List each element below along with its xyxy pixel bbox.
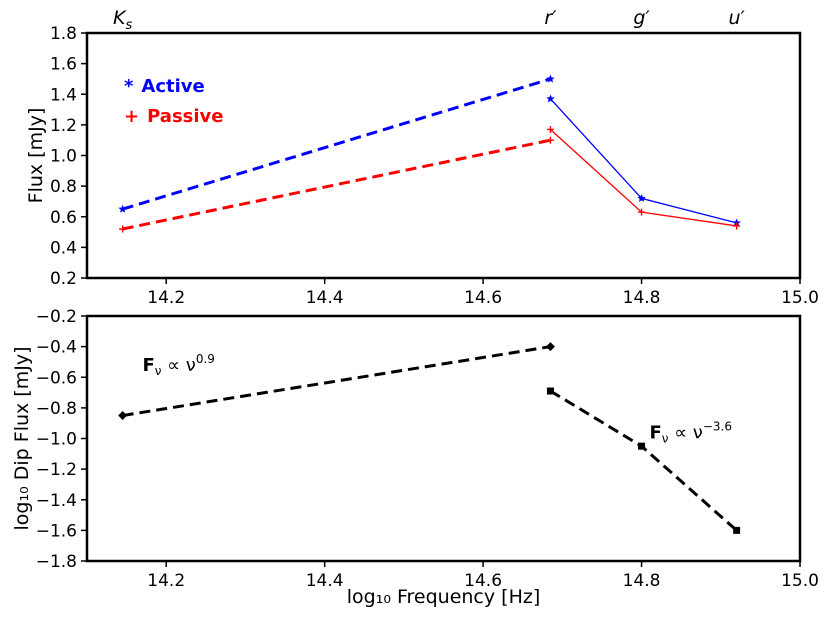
data-point	[638, 208, 646, 216]
data-point	[638, 442, 646, 450]
annotation-subscript: ν	[155, 364, 162, 378]
y-tick-label: 0.4	[50, 238, 77, 258]
y-tick-label: 0.6	[50, 208, 77, 228]
x-tick-label: 15.0	[781, 571, 819, 591]
series-passive	[119, 125, 741, 233]
annotation-flux-symbol: F	[649, 423, 661, 444]
plot-frame	[85, 31, 802, 280]
annotation-subscript: ν	[662, 432, 669, 446]
series-dashed-line	[549, 389, 738, 532]
annotation-superscript: −3.6	[703, 420, 732, 434]
x-tick-label: 14.4	[306, 571, 344, 591]
x-axis-label: log₁₀ Frequency [Hz]	[347, 586, 541, 608]
x-tick-label: 14.4	[306, 288, 344, 308]
annotation-flux-symbol: F	[142, 355, 154, 376]
legend-entry: * Active	[124, 76, 205, 97]
data-point	[119, 225, 127, 233]
band-label: g′	[633, 7, 650, 29]
annotation-relation: ∝ ν	[161, 355, 195, 376]
x-tick-label: 15.0	[781, 288, 819, 308]
data-point	[118, 411, 128, 421]
band-label-text: K	[113, 7, 127, 29]
y-axis-label: Flux [mJy]	[25, 108, 47, 204]
annotation-relation: ∝ ν	[668, 423, 702, 444]
band-label: r′	[544, 7, 557, 29]
y-tick-label: −1.8	[36, 552, 77, 572]
band-label-text: g′	[633, 7, 650, 29]
plot-frame	[85, 314, 802, 563]
data-point	[546, 125, 554, 133]
data-point	[546, 136, 554, 144]
data-point	[733, 526, 741, 534]
y-tick-label: 1.6	[50, 55, 77, 75]
series-dashed-line	[122, 77, 551, 211]
x-tick-label: 14.6	[464, 288, 502, 308]
data-point	[733, 222, 741, 230]
x-tick-label: 14.8	[623, 571, 661, 591]
series-active	[118, 74, 741, 227]
panel-top-flux: 14.2 14.4 14.6 14.8 15.0 0.2 0.4 0.6 0.8 1.0 1.2 1.…	[25, 7, 819, 308]
data-point	[546, 94, 555, 103]
fit-annotation: Fν ∝ ν−3.6	[649, 420, 732, 446]
y-tick-label: −0.4	[36, 338, 77, 358]
legend-label: Active	[141, 76, 204, 97]
data-point	[118, 204, 127, 213]
band-label-subscript: s	[125, 18, 132, 33]
data-point	[545, 342, 555, 352]
y-tick-label: 1.8	[50, 24, 77, 44]
fit-annotation: Fν ∝ ν0.9	[142, 352, 214, 378]
y-tick-label: −1.6	[36, 521, 77, 541]
band-label-text: r′	[544, 7, 557, 29]
series-dashed-line	[122, 345, 551, 418]
legend-entry: + Passive	[124, 106, 224, 127]
band-label-text: u′	[728, 7, 745, 29]
x-tick-label: 14.8	[623, 288, 661, 308]
band-label: Ks	[113, 7, 132, 33]
x-tick-label: 14.2	[147, 571, 185, 591]
y-tick-label: 0.2	[50, 269, 77, 289]
data-point	[546, 74, 555, 83]
y-tick-label: −0.2	[36, 307, 77, 327]
data-point	[637, 194, 646, 202]
y-tick-label: 1.2	[50, 116, 77, 136]
series-fit-1	[118, 342, 555, 421]
y-tick-label: 1.0	[50, 147, 77, 167]
y-tick-label: 0.8	[50, 177, 77, 197]
x-tick-label: 14.2	[147, 288, 185, 308]
y-tick-label: −0.6	[36, 368, 77, 388]
series-dashed-line	[122, 138, 551, 231]
annotation-superscript: 0.9	[196, 352, 215, 366]
x-tick-label: 14.6	[464, 571, 502, 591]
data-point	[546, 387, 554, 395]
y-tick-label: −1.2	[36, 460, 77, 480]
band-label: u′	[728, 7, 745, 29]
panel-bottom-dip-flux: 14.2 14.4 14.6 14.8 15.0 −0.2 −0.4 −0.6 −0.8 −1.0…	[11, 307, 819, 608]
series-fit-2	[546, 387, 741, 534]
y-tick-label: −1.4	[36, 491, 77, 511]
y-tick-label: −0.8	[36, 399, 77, 419]
series-solid-line	[549, 98, 737, 224]
y-axis-label: log₁₀ Dip Flux [mJy]	[11, 347, 33, 531]
legend-marker: *	[124, 76, 134, 97]
legend-marker: +	[124, 106, 139, 127]
y-tick-label: −1.0	[36, 430, 77, 450]
y-tick-label: 1.4	[50, 85, 77, 105]
legend-label: Passive	[147, 106, 223, 127]
